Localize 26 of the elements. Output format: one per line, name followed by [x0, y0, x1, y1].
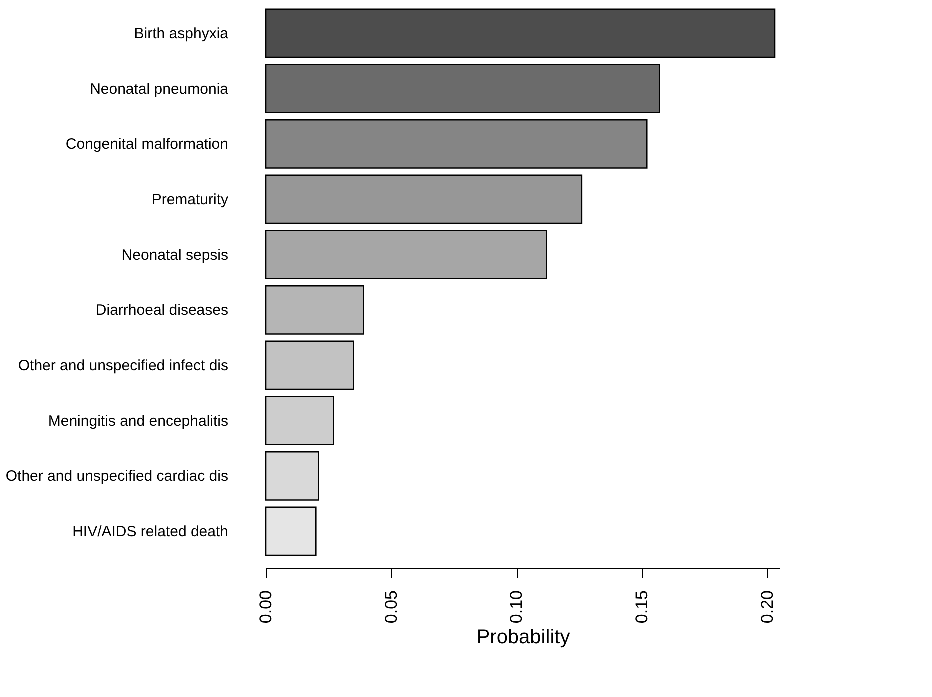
bar: [265, 64, 660, 114]
bar: [265, 506, 317, 556]
y-tick-label: Birth asphyxia: [134, 25, 230, 42]
y-tick-label: HIV/AIDS related death: [72, 524, 228, 541]
bar: [265, 451, 320, 501]
x-tick-label: 0.05: [382, 590, 401, 624]
bar: [265, 230, 548, 280]
y-tick-label: Meningitis and encephalitis: [48, 412, 228, 430]
bar: [265, 174, 583, 224]
bar: [265, 285, 364, 335]
x-axis-title: Probability: [476, 626, 570, 649]
bar: [265, 8, 776, 58]
bar: [265, 396, 334, 446]
x-tick-label: 0.15: [632, 590, 652, 624]
y-tick-label: Diarrhoeal diseases: [96, 302, 228, 320]
x-tick-label: 0.20: [758, 590, 777, 624]
bar: [265, 340, 354, 390]
y-tick-label: Neonatal pneumonia: [90, 80, 230, 98]
y-tick-label: Other and unspecified infect dis: [18, 358, 228, 374]
y-tick-label: Congenital malformation: [66, 136, 228, 154]
bar: [265, 119, 648, 169]
y-tick-label: Other and unspecified cardiac dis: [6, 468, 228, 486]
x-tick-label: 0.00: [256, 590, 276, 624]
y-tick-label: Neonatal sepsis: [122, 246, 228, 264]
x-tick-label: 0.10: [507, 590, 526, 624]
y-tick-label: Prematurity: [152, 192, 229, 208]
